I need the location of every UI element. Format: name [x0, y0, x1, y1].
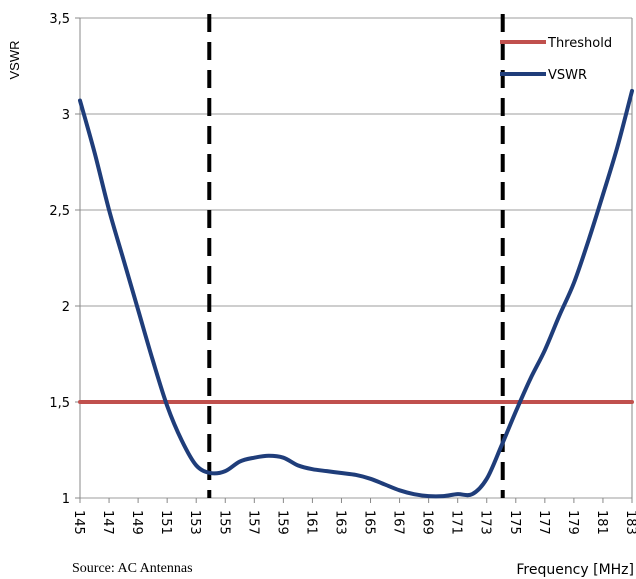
- x-tick-label: 175: [507, 510, 522, 535]
- x-tick-label: 183: [623, 510, 636, 535]
- legend-label: VSWR: [548, 68, 587, 83]
- y-tick-label: 2: [62, 300, 70, 315]
- x-tick-label: 171: [449, 510, 464, 535]
- y-tick-label: 3,5: [49, 12, 70, 27]
- x-tick-label: 181: [594, 510, 609, 535]
- y-tick-label: 2,5: [49, 204, 70, 219]
- x-tick-label: 169: [420, 510, 435, 535]
- x-tick-label: 161: [303, 510, 318, 535]
- y-tick-label: 3: [62, 108, 70, 123]
- vertical-markers: [207, 14, 505, 498]
- series-lines: [78, 88, 634, 499]
- x-axis-label: Frequency [MHz]: [516, 562, 634, 578]
- legend: Threshold VSWR: [500, 36, 612, 83]
- y-ticks: 1 1,5 2 2,5 3 3,5: [49, 12, 80, 507]
- x-tick-label: 145: [71, 510, 86, 535]
- y-tick-label: 1,5: [49, 396, 70, 411]
- series-line-vswr: [78, 88, 634, 499]
- x-ticks: 145 147 149 151 153 155 157 159 161 163 165 167 169 1…: [71, 498, 636, 535]
- x-tick-label: 153: [187, 510, 202, 535]
- x-tick-label: 179: [565, 510, 580, 535]
- source-note: Source: AC Antennas: [72, 561, 193, 576]
- y-axis-label: VSWR: [7, 41, 22, 80]
- x-tick-label: 155: [216, 510, 231, 535]
- y-tick-label: 1: [62, 492, 70, 507]
- x-tick-label: 177: [536, 510, 551, 535]
- grid: [79, 17, 633, 499]
- x-tick-label: 151: [158, 510, 173, 535]
- x-tick-label: 163: [332, 510, 347, 535]
- x-tick-label: 167: [391, 510, 406, 535]
- x-tick-label: 173: [478, 510, 493, 535]
- x-tick-label: 165: [362, 510, 377, 535]
- x-tick-label: 149: [129, 510, 144, 535]
- x-tick-label: 157: [245, 510, 260, 535]
- x-tick-label: 147: [100, 510, 115, 535]
- x-tick-label: 159: [274, 510, 289, 535]
- legend-label: Threshold: [547, 36, 612, 51]
